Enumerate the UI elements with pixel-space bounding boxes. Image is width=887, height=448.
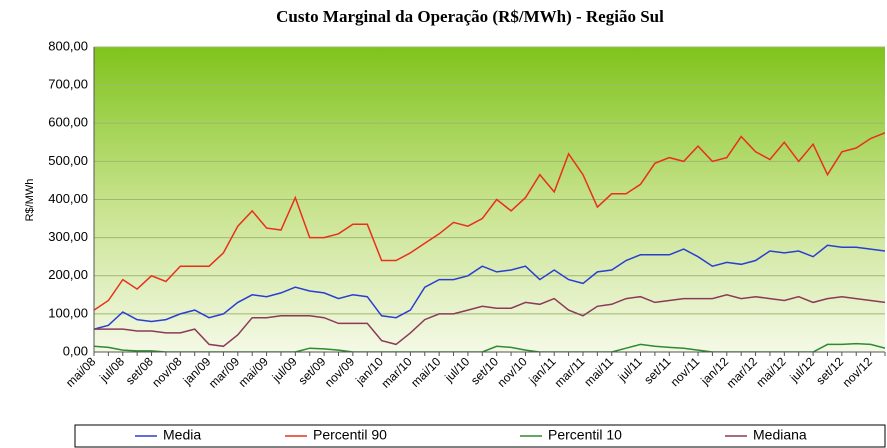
x-tick-label: jul/12 <box>787 354 818 385</box>
x-tick-label: nov/10 <box>494 354 530 390</box>
x-tick-label: mai/10 <box>408 354 444 390</box>
y-tick-label: 300,00 <box>48 229 88 244</box>
y-tick-label: 800,00 <box>48 38 88 53</box>
legend-box <box>74 424 886 448</box>
x-tick-label: mar/12 <box>724 354 761 391</box>
series-line <box>94 294 885 348</box>
x-tick-label: mar/09 <box>206 354 243 391</box>
y-tick-label: 200,00 <box>48 267 88 282</box>
x-tick-label: jul/09 <box>269 354 300 385</box>
x-tick-label: mai/09 <box>236 354 272 390</box>
y-axis-label: R$/MWh <box>24 179 36 222</box>
y-tick-label: 700,00 <box>48 77 88 92</box>
legend-label: Media <box>163 427 201 443</box>
y-tick-label: 0,00 <box>63 343 88 358</box>
legend-label: Percentil 90 <box>313 427 387 443</box>
y-tick-label: 400,00 <box>48 191 88 206</box>
x-tick-label: jul/08 <box>96 354 127 385</box>
series-line <box>94 132 885 311</box>
legend-label: Percentil 10 <box>548 427 622 443</box>
series-line <box>94 244 885 330</box>
x-tick-label: mai/08 <box>63 354 99 390</box>
y-tick-label: 100,00 <box>48 305 88 320</box>
chart-title: Custo Marginal da Operação (R$/MWh) - Re… <box>276 7 664 26</box>
x-tick-label: jul/10 <box>441 354 472 385</box>
x-tick-label: mai/12 <box>753 354 789 390</box>
x-tick-label: mai/11 <box>581 354 616 389</box>
x-tick-label: nov/08 <box>149 354 185 390</box>
y-tick-label: 600,00 <box>48 115 88 130</box>
y-tick-label: 500,00 <box>48 153 88 168</box>
x-tick-label: mar/11 <box>552 354 588 390</box>
series-line <box>94 342 885 352</box>
x-tick-label: nov/12 <box>840 354 876 390</box>
x-tick-label: jul/11 <box>615 354 645 384</box>
lines <box>94 132 885 352</box>
legend-label: Mediana <box>753 427 807 443</box>
x-tick-label: nov/09 <box>322 354 358 390</box>
x-tick-label: nov/11 <box>668 354 703 389</box>
x-tick-label: mar/10 <box>378 354 415 391</box>
